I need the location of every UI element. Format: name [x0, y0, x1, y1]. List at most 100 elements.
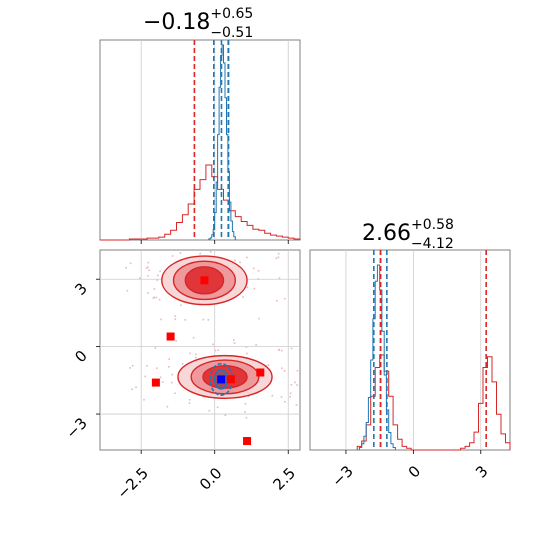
title-param2: 2.66+0.58 −4.12: [362, 217, 454, 252]
joint-scatter-point: [246, 286, 249, 289]
joint-y-tick-label: 3: [71, 279, 90, 298]
hist-param2-blue: [358, 264, 396, 450]
joint-scatter-point: [284, 297, 286, 300]
hist-param1-panel: −0.18+0.65 −0.51: [99, 6, 301, 244]
joint-y-tick-label: −3: [62, 414, 90, 442]
joint-x-ticks: −2.5 0.0 2.5: [114, 450, 299, 503]
hist-param2-grid: [345, 250, 482, 450]
joint-scatter-point: [157, 274, 159, 277]
joint-scatter-point: [175, 340, 177, 342]
joint-scatter-point: [207, 319, 210, 321]
title-param1-value: −0.18: [143, 10, 210, 35]
hist-param2-red-steps: [356, 354, 511, 451]
joint-scatter-point: [295, 404, 298, 406]
joint-x-tick-label: −2.5: [114, 464, 152, 502]
joint-scatter-point: [247, 395, 250, 398]
joint-scatter-point: [209, 251, 212, 253]
joint-scatter-point: [234, 259, 236, 262]
hist-param2-x-ticks: −3 0 3: [328, 450, 492, 490]
joint-scatter-point: [277, 252, 280, 255]
hist-param1-red-steps: [100, 164, 301, 241]
joint-scatter-point: [131, 364, 134, 367]
joint-scatter-point: [244, 403, 247, 405]
joint-scatter-point: [174, 392, 176, 395]
joint-scatter-point: [217, 349, 220, 351]
joint-scatter-point: [159, 270, 161, 273]
hist-param1-frame: [99, 39, 301, 241]
joint-scatter-point: [253, 287, 256, 290]
joint-scatter-point: [224, 414, 227, 417]
joint-x-tick-label: 2.5: [269, 464, 299, 494]
joint-scatter-point: [148, 269, 150, 272]
hist-param2-blue-steps: [358, 264, 396, 450]
joint-scatter-point: [281, 367, 283, 370]
joint-scatter-point: [158, 298, 161, 301]
joint-y-tick-label: 0: [71, 347, 90, 366]
joint-scatter-point: [277, 256, 280, 259]
joint-scatter-point: [139, 277, 141, 279]
joint-scatter-point: [125, 266, 127, 269]
joint-scatter-point: [267, 364, 270, 366]
joint-scatter-point: [147, 275, 149, 277]
joint-scatter-point: [179, 252, 182, 254]
joint-scatter-point: [168, 365, 170, 368]
joint-scatter-point: [245, 416, 248, 419]
joint-scatter-point: [143, 398, 145, 401]
joint-scatter-point: [152, 297, 155, 299]
joint-scatter-point: [233, 342, 236, 344]
joint-scatter-point: [199, 252, 202, 255]
joint-scatter-point: [192, 336, 195, 339]
joint-scatter-point: [290, 347, 293, 350]
hist-param1-quantile-lines: [193, 40, 230, 240]
joint-scatter-point: [258, 317, 260, 320]
hist-param2-x-tick-label: 0: [405, 462, 424, 481]
joint-scatter-point: [171, 373, 174, 376]
title-param2-upper: +0.58: [411, 217, 454, 233]
joint-red-marker: [226, 375, 235, 384]
title-param2-value: 2.66: [362, 221, 411, 246]
joint-scatter-point: [271, 394, 274, 397]
joint-scatter-point: [168, 358, 170, 360]
joint-scatter-point: [184, 319, 187, 321]
joint-scatter-point: [255, 344, 257, 346]
joint-scatter-point: [257, 278, 260, 280]
hist-param2-red: [356, 354, 511, 451]
joint-red-marker: [256, 368, 265, 377]
joint-red-marker: [200, 276, 209, 285]
joint-scatter-point: [146, 266, 149, 268]
joint-scatter-point: [189, 352, 191, 355]
joint-scatter-point: [289, 395, 291, 398]
joint-scatter-point: [283, 370, 286, 372]
joint-blue-marker: [217, 375, 226, 384]
joint-scatter-point: [239, 261, 241, 264]
joint-scatter-point: [174, 315, 177, 317]
joint-scatter-point: [280, 396, 283, 398]
joint-scatter-point: [147, 292, 149, 294]
joint-scatter-point: [278, 349, 280, 351]
joint-scatter-point: [280, 349, 283, 352]
joint-scatter-point: [126, 289, 129, 292]
joint-scatter-point: [195, 353, 197, 355]
hist-param1-red: [100, 164, 301, 241]
joint-red-marker: [166, 332, 175, 341]
joint-scatter-point: [147, 261, 150, 264]
joint-scatter-point: [156, 279, 159, 281]
joint-scatter-point: [242, 296, 244, 298]
hist-param2-panel: −3 0 3 2.66+0.58 −4.12: [309, 217, 511, 490]
joint-scatter-point: [214, 349, 217, 352]
title-param1-lower: −0.51: [210, 25, 253, 41]
joint-scatter-point: [245, 346, 248, 348]
joint-scatter-point: [257, 270, 260, 272]
title-param2-lower: −4.12: [411, 236, 454, 252]
joint-scatter-point: [180, 304, 182, 307]
hist-param2-x-tick-label: 3: [472, 462, 491, 481]
joint-scatter-point: [146, 364, 148, 367]
joint-scatter-point: [202, 318, 205, 321]
joint-scatter-point: [278, 277, 281, 279]
joint-scatter-point: [155, 367, 158, 370]
joint-scatter-point: [135, 386, 137, 389]
joint-scatter-point: [181, 363, 184, 365]
joint-scatter-point: [174, 318, 177, 320]
joint-scatter-point: [129, 367, 132, 369]
